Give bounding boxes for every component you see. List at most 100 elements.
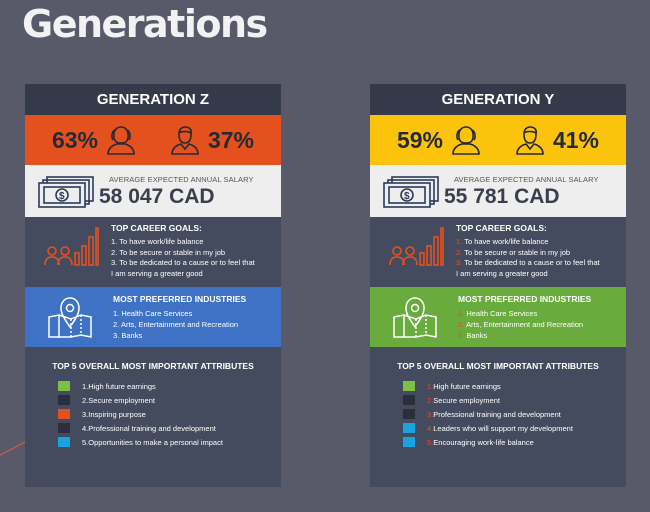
item-text: Professional training and development: [433, 409, 561, 419]
attribute-item: 5. Opportunities to make a personal impa…: [58, 435, 223, 449]
money-bills-icon: $: [38, 176, 94, 208]
item-text: High future earnings: [433, 381, 501, 391]
attributes-title: TOP 5 OVERALL MOST IMPORTANT ATTRIBUTES: [52, 361, 254, 371]
item-number: 4.: [82, 423, 89, 433]
item-text: Health Care Services: [466, 309, 538, 318]
career-goals-list: 1. To have work/life balance 2. To be sec…: [456, 237, 620, 279]
career-goals-section: TOP CAREER GOALS: 1. To have work/life b…: [370, 217, 626, 287]
item-number: 4.: [427, 423, 434, 433]
attributes-section: TOP 5 OVERALL MOST IMPORTANT ATTRIBUTES …: [25, 347, 281, 487]
attribute-item: 2. Secure employment: [58, 393, 223, 407]
attributes-list: 1. High future earnings 2. Secure employm…: [58, 379, 223, 449]
item-text: Banks: [121, 331, 143, 340]
attribute-item: 5. Encouraging work-life balance: [403, 435, 573, 449]
attribute-color-swatch: [403, 409, 415, 419]
item-number: 3.: [427, 409, 434, 419]
item-text: To be dedicated to a cause or to feel th…: [464, 258, 600, 267]
item-text: Opportunities to make a personal impact: [88, 437, 223, 447]
salary-label: AVERAGE EXPECTED ANNUAL SALARY: [109, 175, 254, 184]
item-number: 5.: [82, 437, 89, 447]
industry-item: 1. Health Care Services: [458, 308, 583, 319]
item-text: To be secure or stable in my job: [464, 247, 571, 257]
map-pin-icon: [48, 297, 92, 338]
item-text: To be secure or stable in my job: [119, 247, 226, 257]
item-text: Leaders who will support my development: [433, 423, 573, 433]
attribute-color-swatch: [58, 395, 70, 405]
item-text: To be dedicated to a cause or to feel th…: [119, 258, 255, 267]
attributes-list: 1. High future earnings 2. Secure employm…: [403, 379, 573, 449]
attributes-section: TOP 5 OVERALL MOST IMPORTANT ATTRIBUTES …: [370, 347, 626, 487]
money-bills-icon: $: [383, 176, 439, 208]
page-title: Generations: [22, 2, 268, 46]
item-number: 2.: [113, 320, 121, 329]
career-goal-item: 2. To be secure or stable in my job: [111, 248, 275, 259]
item-text: Secure employment: [88, 395, 155, 405]
attribute-color-swatch: [403, 381, 415, 391]
item-text: I am serving a greater good: [456, 268, 548, 278]
attributes-title: TOP 5 OVERALL MOST IMPORTANT ATTRIBUTES: [397, 361, 599, 371]
item-number: 1.: [111, 237, 120, 246]
gender-split: 59% 41%: [370, 115, 626, 165]
attribute-item: 4. Professional training and development: [58, 421, 223, 435]
industries-list: 1. Health Care Services 2. Arts, Entertai…: [113, 308, 238, 341]
item-text: To have work/life balance: [119, 237, 204, 246]
salary-section: $ AVERAGE EXPECTED ANNUAL SALARY 55 781 …: [370, 165, 626, 217]
item-text: High future earnings: [88, 381, 156, 391]
item-number: 2.: [458, 320, 466, 329]
item-number: 3.: [113, 331, 122, 340]
item-number: 3.: [456, 258, 465, 267]
item-number: 3.: [82, 409, 89, 419]
career-goal-item: I am serving a greater good: [456, 269, 620, 280]
career-growth-icon: [389, 227, 444, 266]
salary-section: $ AVERAGE EXPECTED ANNUAL SALARY 58 047 …: [25, 165, 281, 217]
item-text: I am serving a greater good: [111, 268, 203, 278]
attribute-item: 1. High future earnings: [403, 379, 573, 393]
career-goals-title: TOP CAREER GOALS:: [111, 223, 202, 233]
salary-value: 55 781 CAD: [444, 185, 560, 208]
item-text: Health Care Services: [121, 309, 193, 318]
item-text: To have work/life balance: [464, 237, 549, 246]
male-user-icon: [171, 126, 199, 155]
career-goals-section: TOP CAREER GOALS: 1. To have work/life b…: [25, 217, 281, 287]
career-goals-title: TOP CAREER GOALS:: [456, 223, 547, 233]
salary-label: AVERAGE EXPECTED ANNUAL SALARY: [454, 175, 599, 184]
career-goal-item: 2. To be secure or stable in my job: [456, 248, 620, 259]
industry-item: 2. Arts, Entertainment and Recreation: [458, 319, 583, 330]
male-percentage: 41%: [552, 126, 600, 153]
item-text: Banks: [466, 331, 488, 340]
industry-item: 1. Health Care Services: [113, 308, 238, 319]
item-number: 1.: [427, 381, 434, 391]
item-number: 2.: [82, 395, 89, 405]
item-number: 2.: [456, 247, 465, 257]
career-goal-item: I am serving a greater good: [111, 269, 275, 280]
preferred-industries-section: MOST PREFERRED INDUSTRIES 1. Health Care…: [370, 287, 626, 347]
item-number: 1.: [82, 381, 89, 391]
item-number: 3.: [458, 331, 467, 340]
gender-split: 63% 37%: [25, 115, 281, 165]
item-text: Encouraging work-life balance: [433, 437, 534, 447]
generation-y-card: GENERATION Y 59% 41%: [370, 84, 626, 487]
male-user-icon: [516, 126, 544, 155]
card-header: GENERATION Z: [25, 84, 281, 115]
industry-item: 3. Banks: [458, 330, 583, 341]
attribute-color-swatch: [403, 437, 415, 447]
female-percentage: 63%: [51, 126, 99, 153]
attribute-color-swatch: [403, 395, 415, 405]
female-user-icon: [107, 126, 135, 155]
item-text: Inspiring purpose: [88, 409, 146, 419]
attribute-color-swatch: [403, 423, 415, 433]
attribute-color-swatch: [58, 409, 70, 419]
attribute-item: 3. Inspiring purpose: [58, 407, 223, 421]
career-growth-icon: [44, 227, 99, 266]
career-goal-item: 3. To be dedicated to a cause or to feel…: [111, 258, 275, 269]
item-text: Arts, Entertainment and Recreation: [465, 320, 584, 329]
attribute-color-swatch: [58, 437, 70, 447]
industries-title: MOST PREFERRED INDUSTRIES: [458, 294, 592, 304]
industries-list: 1. Health Care Services 2. Arts, Entertai…: [458, 308, 583, 341]
svg-text:$: $: [59, 191, 65, 202]
male-percentage: 37%: [207, 126, 255, 153]
card-header: GENERATION Y: [370, 84, 626, 115]
career-goals-list: 1. To have work/life balance 2. To be sec…: [111, 237, 275, 279]
female-percentage: 59%: [396, 126, 444, 153]
item-number: 5.: [427, 437, 434, 447]
